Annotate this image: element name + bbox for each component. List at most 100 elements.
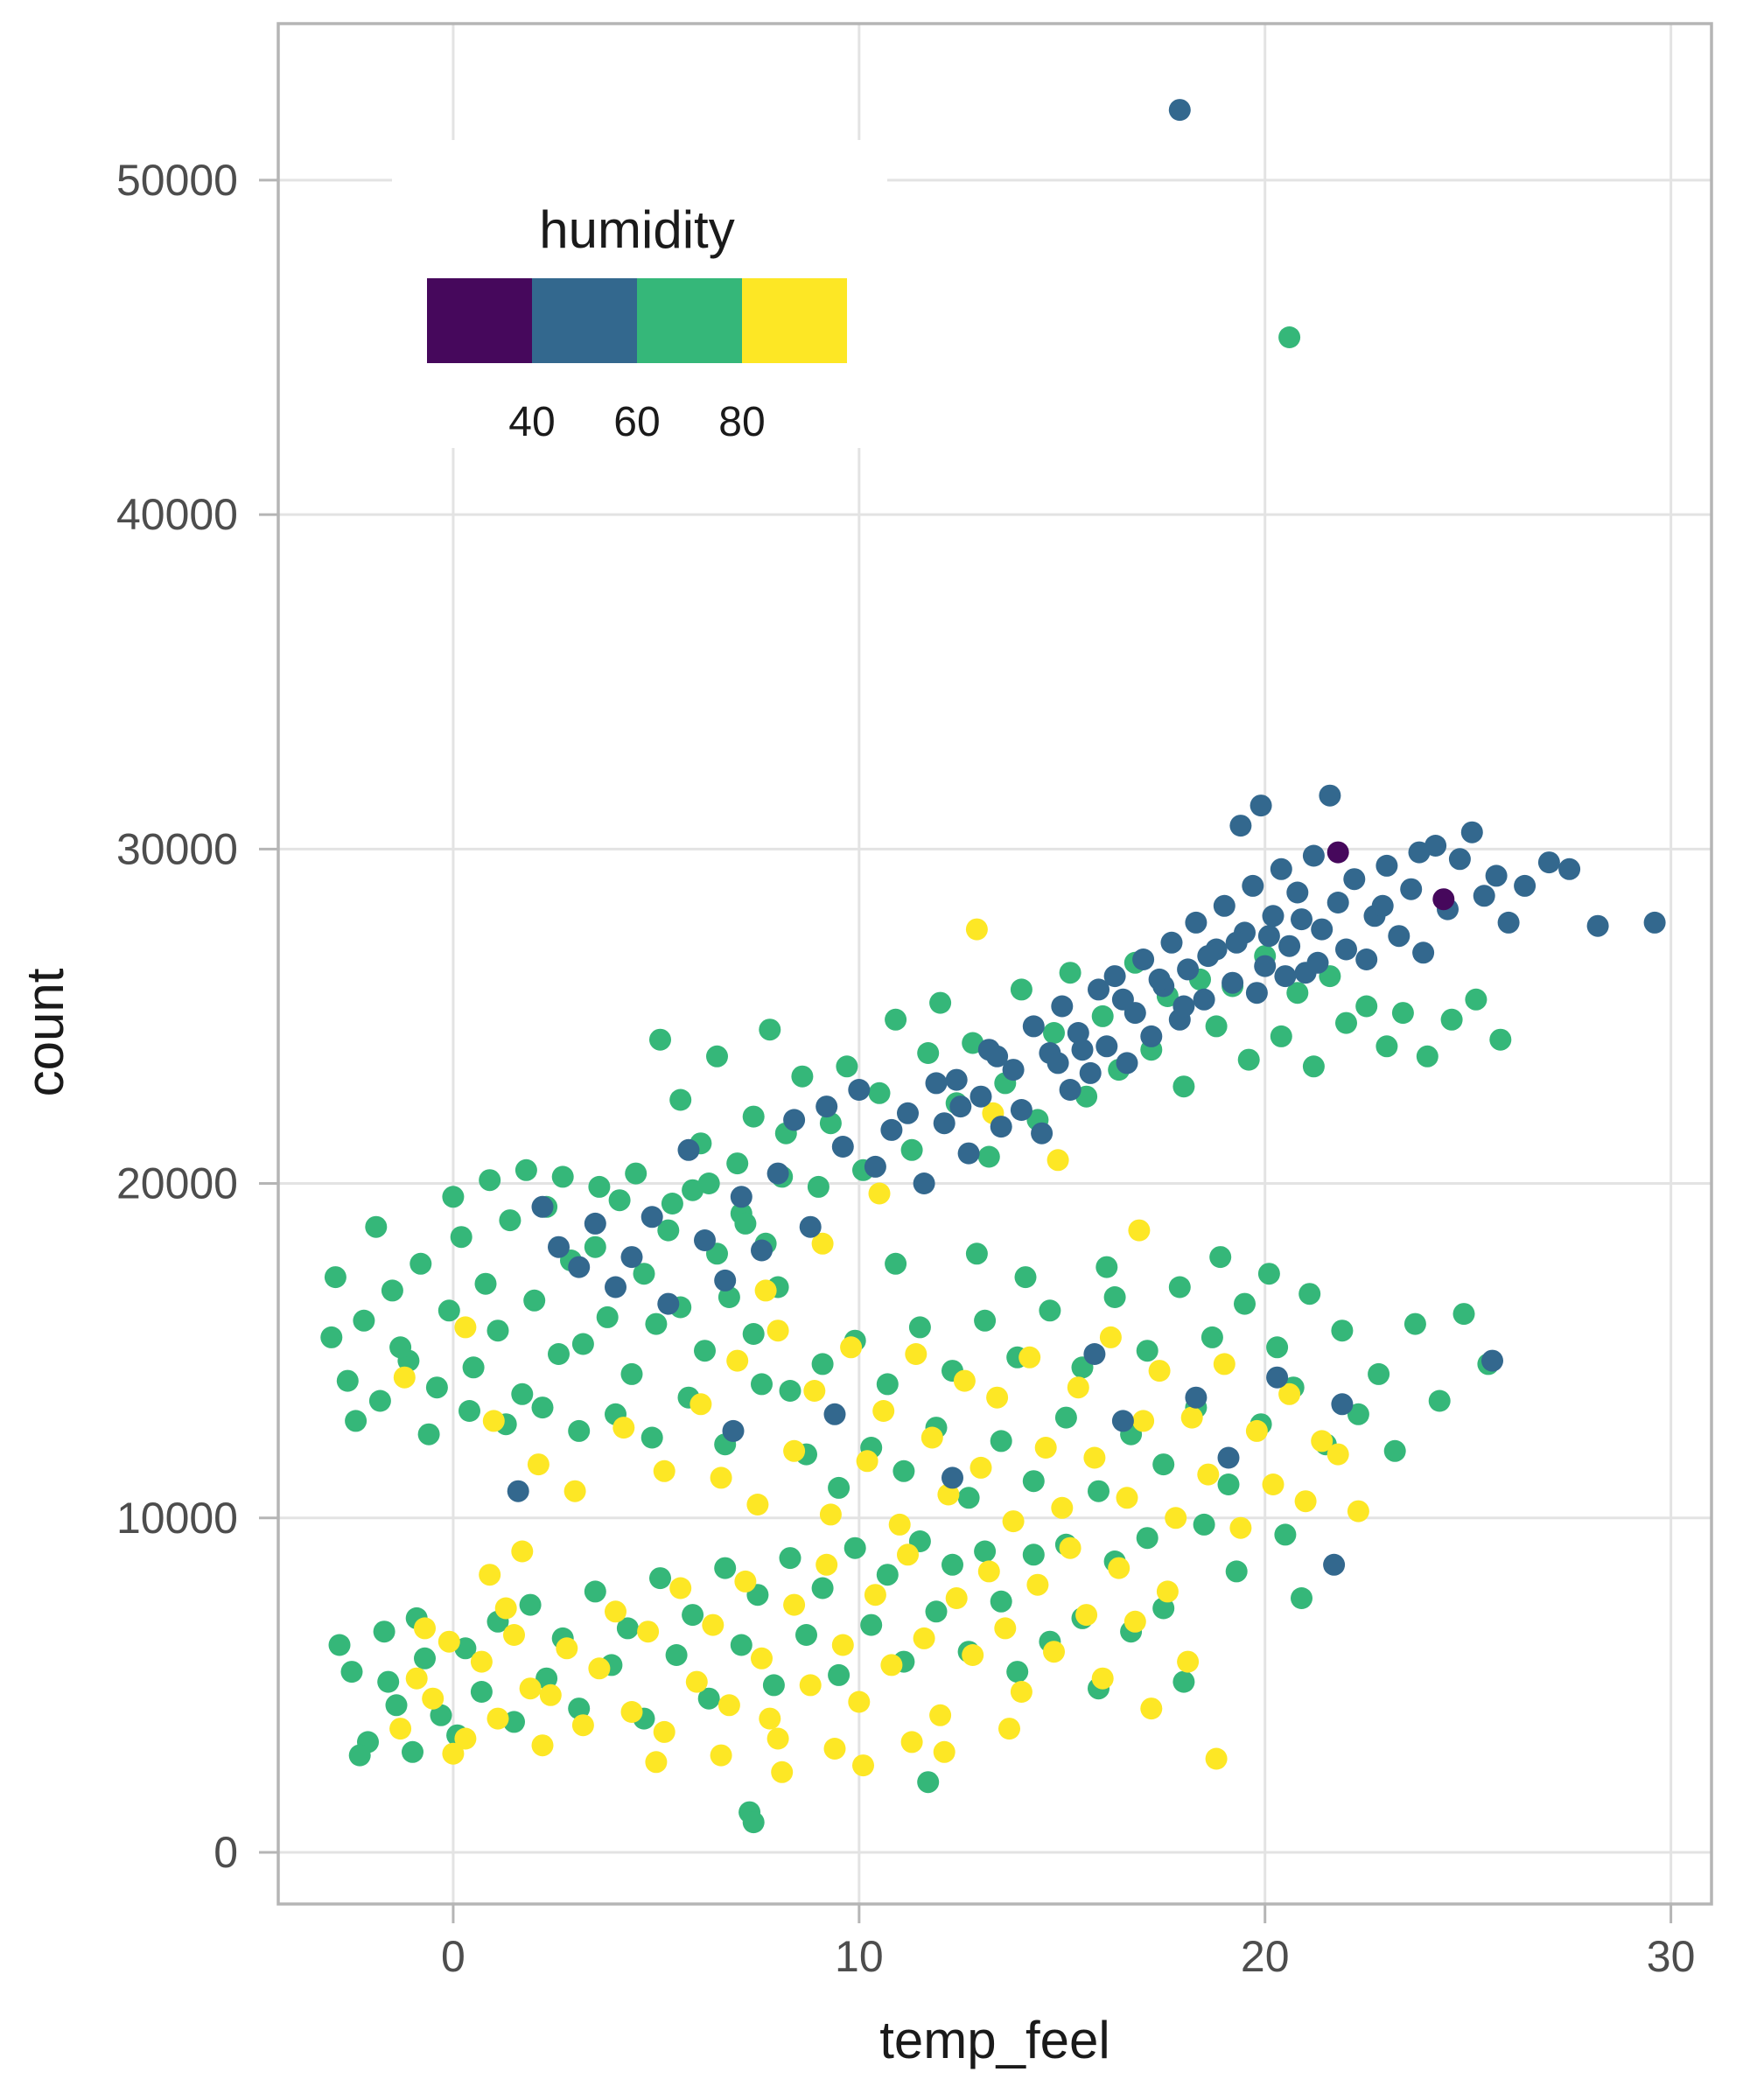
data-point xyxy=(1014,1266,1037,1289)
data-point xyxy=(1039,1299,1061,1322)
data-point xyxy=(640,1426,663,1449)
data-point xyxy=(844,1536,866,1559)
data-point xyxy=(856,1450,878,1473)
data-point xyxy=(1132,1410,1155,1432)
data-point xyxy=(1059,1079,1082,1101)
data-point xyxy=(1326,1443,1349,1466)
data-point xyxy=(1043,1022,1065,1044)
data-point xyxy=(1200,1326,1223,1348)
data-point xyxy=(1067,1022,1089,1044)
data-point xyxy=(685,1670,708,1693)
data-point xyxy=(925,1072,948,1095)
data-point xyxy=(1452,1303,1475,1326)
data-point xyxy=(766,1162,789,1185)
data-point xyxy=(1291,1587,1312,1609)
data-point xyxy=(519,1593,542,1616)
data-point xyxy=(503,1624,525,1646)
data-point xyxy=(1278,326,1301,348)
data-point xyxy=(1116,1052,1138,1074)
data-point xyxy=(1116,1487,1138,1509)
data-point xyxy=(945,1068,968,1091)
legend-swatch xyxy=(427,278,532,363)
data-point xyxy=(450,1226,472,1249)
data-point xyxy=(828,1476,850,1499)
data-point xyxy=(1088,1480,1110,1502)
data-point xyxy=(828,1663,850,1686)
data-point xyxy=(1432,888,1455,911)
data-point xyxy=(425,1376,448,1399)
data-point xyxy=(1209,1246,1232,1269)
legend-title: humidity xyxy=(539,200,734,259)
data-point xyxy=(661,1193,683,1214)
data-point xyxy=(1059,962,1082,984)
data-point xyxy=(977,1560,1000,1583)
data-point xyxy=(1172,995,1195,1018)
data-point xyxy=(1448,848,1471,871)
data-point xyxy=(1489,1028,1512,1051)
x-axis-title: temp_feel xyxy=(879,2011,1110,2069)
data-point xyxy=(511,1382,534,1405)
data-point xyxy=(1391,1002,1414,1025)
legend-swatch xyxy=(742,278,847,363)
data-point xyxy=(714,1269,737,1292)
data-point xyxy=(596,1306,619,1328)
data-point xyxy=(799,1215,822,1238)
data-point xyxy=(957,1487,980,1509)
data-point xyxy=(990,1590,1012,1613)
data-point xyxy=(1270,1025,1292,1047)
data-point xyxy=(507,1480,529,1502)
data-point xyxy=(1197,1463,1220,1486)
data-point xyxy=(779,1547,802,1570)
data-point xyxy=(1270,858,1292,880)
data-point xyxy=(799,1674,822,1697)
data-point xyxy=(892,1460,915,1482)
data-point xyxy=(1217,1446,1240,1469)
y-tick-label: 50000 xyxy=(116,156,238,205)
data-point xyxy=(840,1336,863,1359)
data-point xyxy=(697,1172,720,1194)
data-point xyxy=(1152,1597,1175,1620)
data-point xyxy=(620,1701,643,1723)
data-point xyxy=(1124,1610,1146,1633)
data-point xyxy=(1010,1099,1032,1121)
data-point xyxy=(970,1456,992,1479)
data-point xyxy=(690,1393,712,1416)
data-point xyxy=(653,1720,676,1743)
data-point xyxy=(811,1232,834,1255)
data-point xyxy=(637,1620,660,1643)
data-point xyxy=(1172,1670,1195,1693)
data-point xyxy=(1168,1276,1191,1298)
data-point xyxy=(1242,874,1264,897)
data-point xyxy=(1177,958,1200,981)
data-point xyxy=(868,1082,891,1104)
data-point xyxy=(974,1309,997,1332)
data-point xyxy=(1043,1641,1065,1663)
data-point xyxy=(649,1028,671,1051)
data-point xyxy=(336,1369,359,1392)
data-point xyxy=(653,1460,676,1482)
data-point xyxy=(454,1727,477,1750)
data-point xyxy=(1234,1292,1256,1315)
data-point xyxy=(657,1292,680,1315)
legend-bin-label: 80 xyxy=(718,399,765,445)
y-tick-label: 40000 xyxy=(116,490,238,539)
data-point xyxy=(373,1620,396,1643)
data-point xyxy=(783,1439,806,1462)
data-point xyxy=(1306,951,1329,974)
data-point xyxy=(783,1109,806,1131)
data-point xyxy=(1051,995,1074,1018)
data-point xyxy=(864,1155,886,1178)
data-point xyxy=(1140,1025,1163,1047)
data-point xyxy=(548,1236,570,1258)
data-point xyxy=(1002,1059,1025,1082)
data-point xyxy=(803,1380,826,1402)
data-point xyxy=(620,1246,643,1269)
data-point xyxy=(1257,925,1280,948)
data-point xyxy=(422,1687,444,1710)
data-point xyxy=(1213,1353,1236,1376)
data-point xyxy=(897,1102,919,1124)
data-point xyxy=(1440,1008,1463,1031)
data-point xyxy=(1222,971,1244,994)
data-point xyxy=(1046,1052,1069,1074)
data-point xyxy=(1326,892,1349,914)
